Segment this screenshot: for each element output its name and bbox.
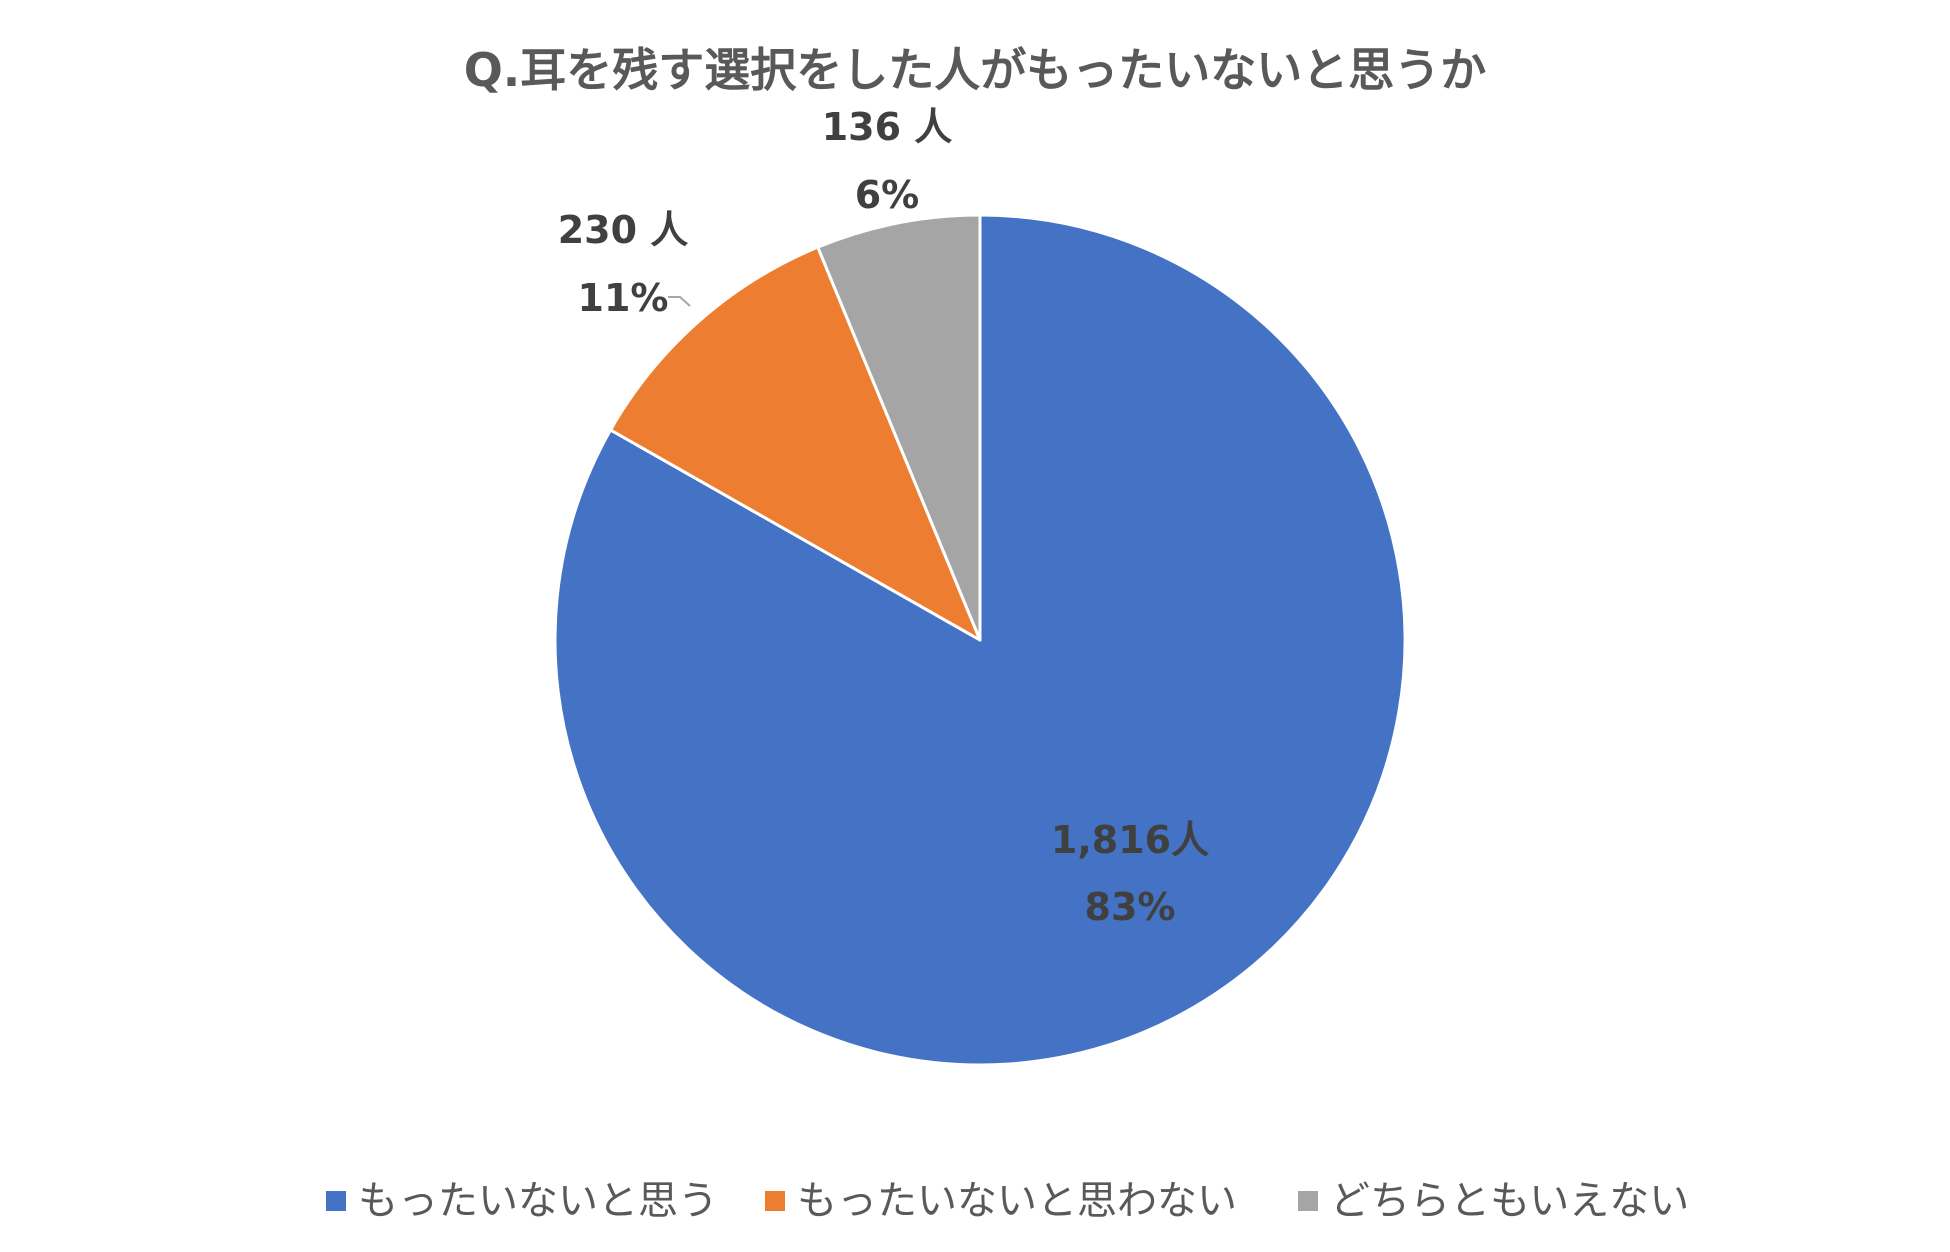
pie-slice-2	[609, 245, 982, 642]
legend-label-2: もったいないと思わない	[797, 1178, 1237, 1224]
data-label-count-2: 230 人	[558, 208, 689, 252]
legend-label-3: どちらともいえない	[1330, 1178, 1689, 1224]
data-label-count-1: 1,816人	[1051, 818, 1209, 862]
pie-slice-3	[816, 213, 982, 642]
pie-slices	[553, 213, 1407, 1067]
legend: もったいないと思う もったいないと思わない どちらともいえない	[326, 1178, 1689, 1224]
data-label-percent-1: 83%	[1085, 885, 1176, 929]
data-label-count-3: 136 人	[822, 105, 953, 149]
data-label-percent-2: 11%	[578, 276, 669, 320]
legend-swatch-1	[326, 1191, 346, 1211]
legend-swatch-2	[765, 1191, 785, 1211]
legend-swatch-3	[1298, 1191, 1318, 1211]
data-label-percent-3: 6%	[855, 173, 920, 217]
legend-label-1: もったいないと思う	[358, 1178, 718, 1224]
leader-line-slice-2	[668, 296, 691, 307]
chart-title: Q.耳を残す選択をした人がもったいないと思うか	[464, 43, 1487, 97]
